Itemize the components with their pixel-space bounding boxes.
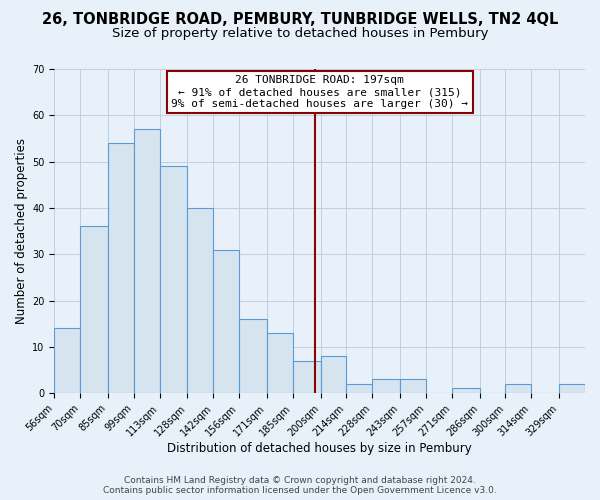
Bar (187, 208, 213, 393)
Bar (134, 129, 160, 393)
Bar (160, 166, 187, 393)
Bar (54, 328, 80, 393)
Bar (346, 384, 373, 393)
Bar (505, 384, 532, 393)
Bar (293, 360, 320, 393)
Text: Contains HM Land Registry data © Crown copyright and database right 2024.
Contai: Contains HM Land Registry data © Crown c… (103, 476, 497, 495)
Bar (452, 388, 479, 393)
X-axis label: Distribution of detached houses by size in Pembury: Distribution of detached houses by size … (167, 442, 472, 455)
Text: Size of property relative to detached houses in Pembury: Size of property relative to detached ho… (112, 28, 488, 40)
Bar (80, 226, 108, 393)
Y-axis label: Number of detached properties: Number of detached properties (15, 138, 28, 324)
Bar (267, 333, 293, 393)
Text: 26 TONBRIDGE ROAD: 197sqm
← 91% of detached houses are smaller (315)
9% of semi-: 26 TONBRIDGE ROAD: 197sqm ← 91% of detac… (171, 76, 468, 108)
Bar (213, 250, 239, 393)
Bar (108, 143, 134, 393)
Bar (373, 379, 400, 393)
Bar (239, 319, 267, 393)
Bar (320, 356, 346, 393)
Bar (400, 379, 426, 393)
Bar (559, 384, 585, 393)
Text: 26, TONBRIDGE ROAD, PEMBURY, TUNBRIDGE WELLS, TN2 4QL: 26, TONBRIDGE ROAD, PEMBURY, TUNBRIDGE W… (42, 12, 558, 28)
